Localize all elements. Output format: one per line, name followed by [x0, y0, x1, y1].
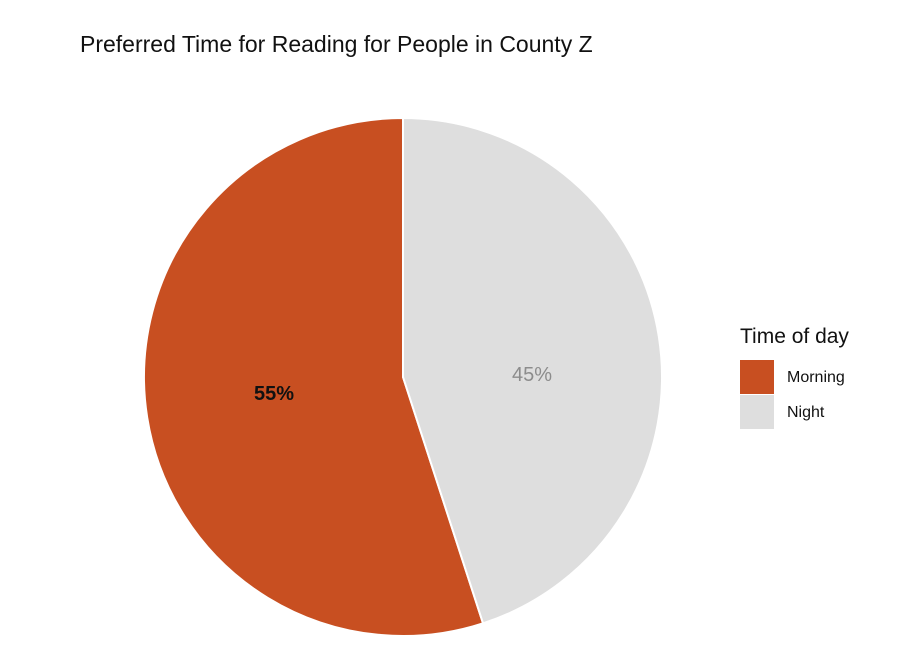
pie-slices: [143, 116, 663, 637]
pie-slice-morning: [143, 116, 485, 637]
legend-label-night: Night: [787, 404, 825, 421]
slice-label-morning: 55%: [254, 383, 294, 405]
pie-slice-labels: 55% 45%: [254, 364, 552, 405]
legend: Time of day Morning Night: [740, 325, 849, 429]
legend-key-night: [740, 395, 774, 429]
chart-title: Preferred Time for Reading for People in…: [80, 31, 593, 57]
legend-label-morning: Morning: [787, 369, 845, 386]
legend-title: Time of day: [740, 325, 849, 348]
slice-label-night: 45%: [512, 364, 552, 386]
pie-slice-night: [402, 116, 663, 625]
legend-key-morning: [740, 360, 774, 394]
